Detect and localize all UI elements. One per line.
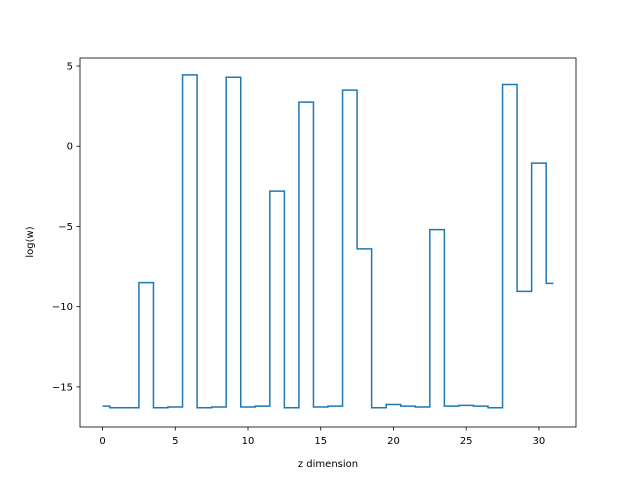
axes-frame	[79, 57, 577, 428]
x-axis-label: z dimension	[298, 459, 358, 470]
y-tick-label: 0	[67, 142, 73, 153]
x-tick-label: 15	[314, 436, 327, 447]
y-tick-label: −5	[58, 222, 73, 233]
x-tick-label: 30	[533, 436, 546, 447]
y-tick-label: −10	[52, 302, 73, 313]
plot-area	[79, 57, 577, 428]
series-line-0	[102, 74, 554, 409]
x-tick-label: 25	[460, 436, 473, 447]
x-axis: 0 5 10 15 20 25 30	[99, 427, 545, 447]
y-axis: 5 0 −5 −10 −15	[52, 62, 80, 393]
y-tick-label: 5	[67, 62, 73, 73]
x-tick-label: 5	[172, 436, 178, 447]
x-tick-label: 0	[99, 436, 105, 447]
x-tick-label: 10	[242, 436, 255, 447]
y-tick-label: −15	[52, 382, 73, 393]
x-tick-label: 20	[387, 436, 400, 447]
y-axis-label: log(w)	[25, 226, 36, 257]
